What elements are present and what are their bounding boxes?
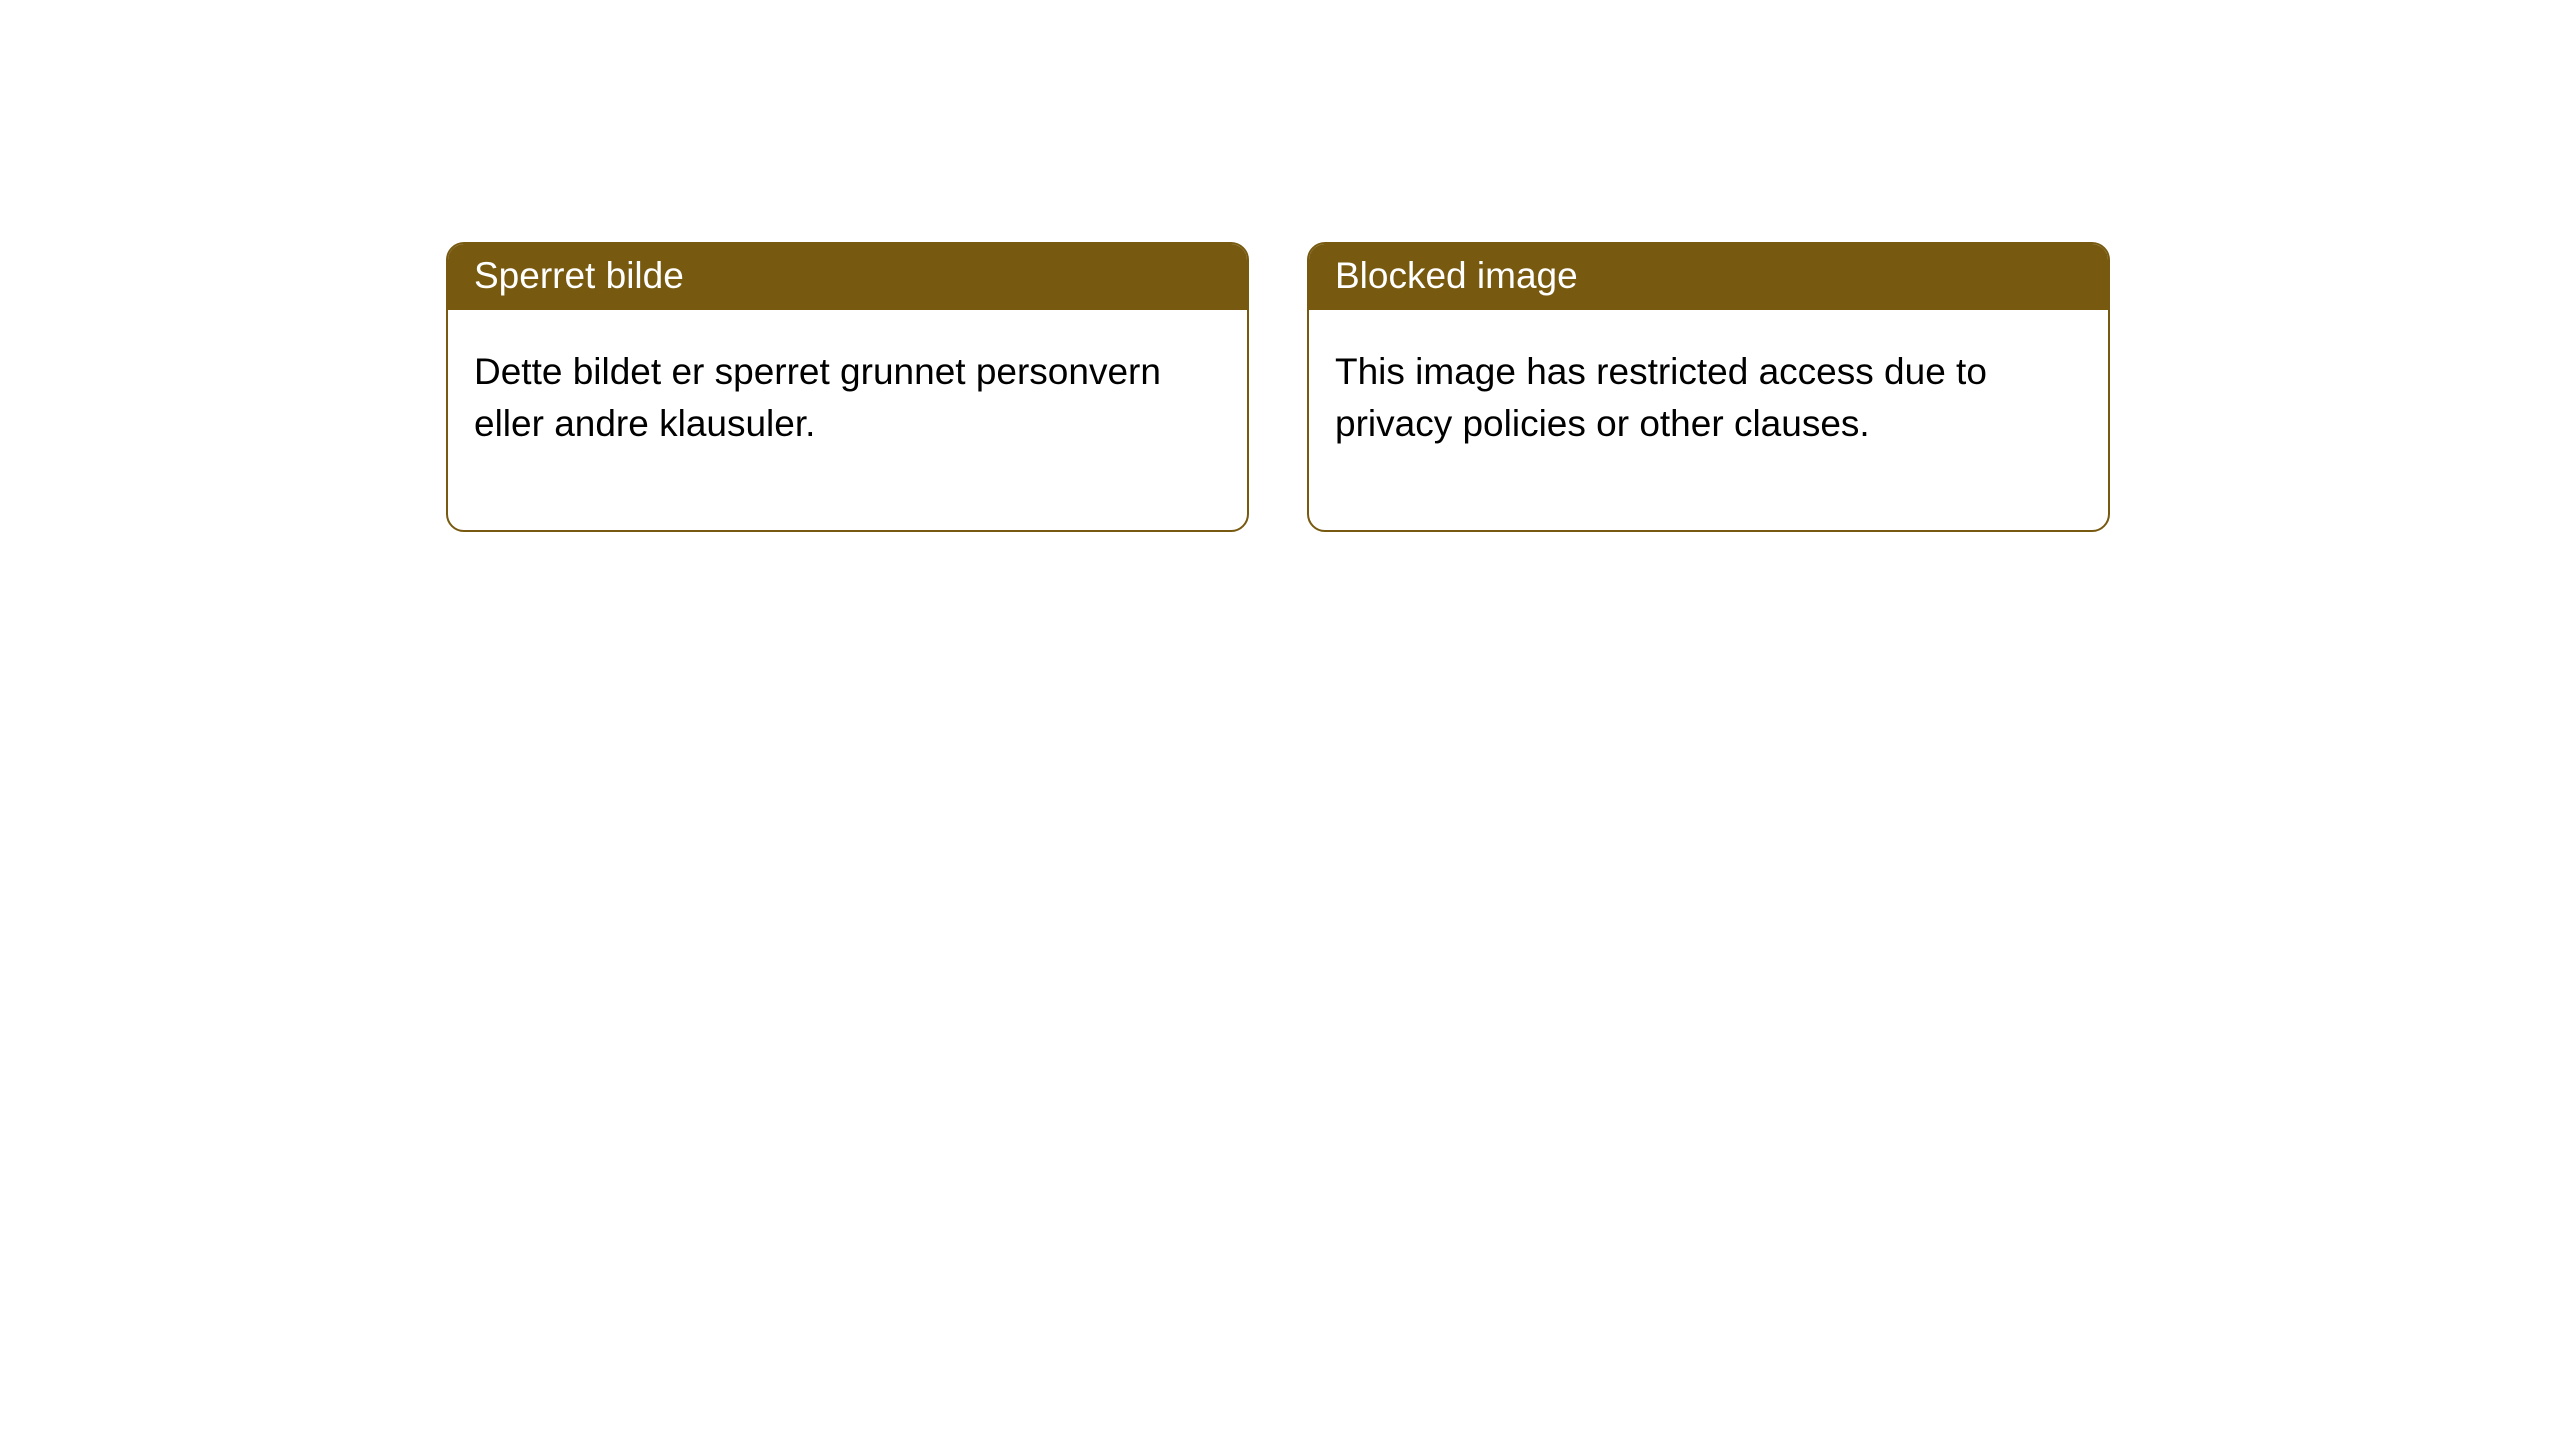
blocked-image-card-norwegian: Sperret bilde Dette bildet er sperret gr… — [446, 242, 1249, 532]
card-title-norwegian: Sperret bilde — [474, 255, 684, 296]
notice-container: Sperret bilde Dette bildet er sperret gr… — [0, 0, 2560, 532]
blocked-image-card-english: Blocked image This image has restricted … — [1307, 242, 2110, 532]
card-title-english: Blocked image — [1335, 255, 1578, 296]
card-header-english: Blocked image — [1309, 244, 2108, 310]
card-message-norwegian: Dette bildet er sperret grunnet personve… — [474, 351, 1161, 444]
card-body-norwegian: Dette bildet er sperret grunnet personve… — [448, 310, 1247, 530]
card-message-english: This image has restricted access due to … — [1335, 351, 1987, 444]
card-body-english: This image has restricted access due to … — [1309, 310, 2108, 530]
card-header-norwegian: Sperret bilde — [448, 244, 1247, 310]
